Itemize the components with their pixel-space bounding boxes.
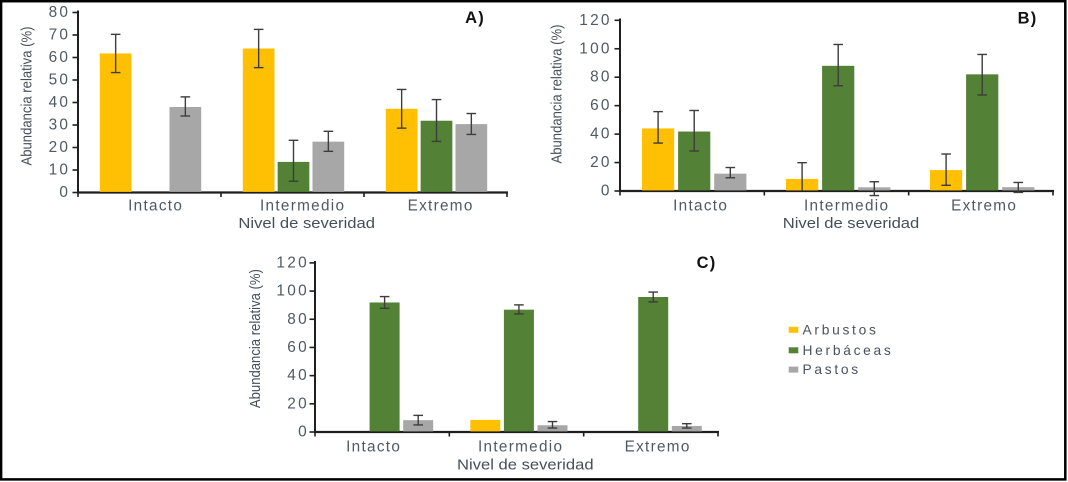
svg-text:C): C) bbox=[697, 254, 717, 272]
svg-text:20: 20 bbox=[287, 395, 309, 412]
svg-text:100: 100 bbox=[579, 40, 612, 57]
svg-text:Extremo: Extremo bbox=[408, 198, 474, 215]
svg-text:Intacto: Intacto bbox=[346, 439, 401, 456]
svg-text:Nivel de severidad: Nivel de severidad bbox=[238, 216, 375, 232]
svg-text:Abundancia relativa (%): Abundancia relativa (%) bbox=[19, 26, 35, 165]
svg-text:Abundancia relativa (%): Abundancia relativa (%) bbox=[248, 269, 264, 408]
svg-text:60: 60 bbox=[287, 339, 309, 356]
svg-text:Nivel de severidad: Nivel de severidad bbox=[783, 216, 920, 232]
svg-text:Intermedio: Intermedio bbox=[478, 439, 563, 456]
svg-text:A): A) bbox=[465, 9, 485, 27]
svg-text:Intermedio: Intermedio bbox=[804, 198, 889, 215]
svg-text:Intacto: Intacto bbox=[673, 198, 728, 215]
svg-text:20: 20 bbox=[590, 154, 612, 171]
svg-text:Nivel de severidad: Nivel de severidad bbox=[457, 457, 594, 473]
svg-text:70: 70 bbox=[49, 27, 71, 44]
svg-text:80: 80 bbox=[287, 311, 309, 328]
svg-text:Extremo: Extremo bbox=[625, 439, 691, 456]
svg-text:Pastos: Pastos bbox=[803, 362, 861, 377]
svg-text:50: 50 bbox=[49, 72, 71, 89]
svg-text:Intermedio: Intermedio bbox=[260, 198, 345, 215]
svg-text:60: 60 bbox=[49, 49, 71, 66]
svg-text:Arbustos: Arbustos bbox=[803, 322, 879, 337]
svg-text:40: 40 bbox=[287, 367, 309, 384]
svg-text:60: 60 bbox=[590, 97, 612, 114]
svg-text:10: 10 bbox=[49, 162, 71, 179]
svg-text:30: 30 bbox=[49, 117, 71, 134]
svg-text:0: 0 bbox=[601, 183, 612, 200]
svg-text:40: 40 bbox=[49, 94, 71, 111]
svg-text:Abundancia relativa (%): Abundancia relativa (%) bbox=[550, 25, 566, 164]
svg-text:120: 120 bbox=[579, 12, 612, 29]
svg-text:120: 120 bbox=[276, 254, 309, 271]
svg-text:B): B) bbox=[1018, 10, 1038, 28]
svg-text:Herbáceas: Herbáceas bbox=[803, 343, 894, 358]
svg-text:40: 40 bbox=[590, 126, 612, 143]
svg-text:20: 20 bbox=[49, 139, 71, 156]
svg-text:80: 80 bbox=[590, 69, 612, 86]
svg-text:100: 100 bbox=[276, 283, 309, 300]
svg-text:0: 0 bbox=[59, 184, 70, 201]
svg-text:0: 0 bbox=[298, 424, 309, 441]
svg-text:Intacto: Intacto bbox=[128, 198, 183, 215]
svg-text:Extremo: Extremo bbox=[951, 198, 1017, 215]
svg-text:80: 80 bbox=[49, 4, 71, 21]
